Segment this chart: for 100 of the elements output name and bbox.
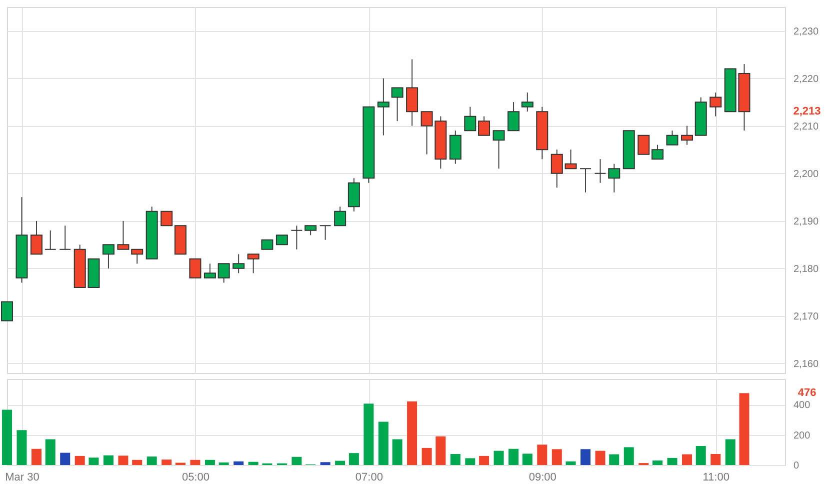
x-tick-label: 11:00 [702, 472, 730, 484]
candlestick [564, 149, 577, 170]
bar [364, 404, 374, 465]
bar [667, 458, 678, 465]
text: 2,213 [793, 106, 821, 118]
bar [725, 439, 736, 465]
y-tick-label: 2,180 [794, 264, 819, 275]
bar [508, 448, 519, 465]
candlestick [276, 234, 288, 246]
bar [522, 454, 532, 465]
y-tick-label: 2,220 [794, 74, 819, 85]
bar [682, 454, 692, 465]
text: 476 [798, 387, 816, 400]
candlestick [377, 78, 390, 136]
x-tick-label: Mar 30 [5, 472, 40, 484]
bar [609, 454, 620, 465]
bar [392, 439, 402, 465]
bar [292, 456, 302, 465]
bar [2, 410, 12, 465]
candlestick [406, 58, 418, 126]
bar [479, 456, 490, 465]
candlestick [59, 225, 72, 250]
bar [74, 456, 85, 465]
candlestick [290, 225, 303, 250]
candlestick [44, 230, 56, 250]
bar [422, 448, 432, 465]
candlestick [102, 244, 114, 269]
y-tick-label: 2,200 [794, 168, 819, 180]
bar [335, 460, 346, 465]
y-tick-label: 2,210 [794, 121, 819, 132]
candlestick [204, 263, 216, 278]
y-tick-label: 2,170 [794, 311, 819, 322]
bar [234, 461, 244, 465]
bar [204, 460, 215, 465]
bar [118, 456, 128, 465]
candlestick [478, 116, 490, 136]
x-tick-label: 05:00 [182, 472, 210, 484]
bar [465, 458, 476, 465]
candlestick [580, 168, 592, 193]
x-tick-label: 07:00 [355, 472, 383, 484]
candlestick [304, 225, 317, 236]
candlestick [218, 263, 230, 284]
bar [696, 446, 706, 465]
x-tick-label: 09:00 [528, 472, 556, 484]
candlestick [261, 239, 274, 250]
bar [739, 393, 750, 465]
candlestick [117, 220, 130, 250]
candlestick [666, 130, 678, 146]
candlestick [652, 144, 664, 160]
bar [566, 461, 576, 465]
candlestick [680, 125, 693, 146]
candlestick [1, 301, 13, 322]
y-tick-label: 2,160 [794, 358, 819, 370]
bar [537, 444, 548, 465]
bar [552, 449, 562, 465]
bar [710, 454, 721, 465]
bar [407, 401, 418, 465]
candlestick [131, 248, 144, 264]
candlestick [550, 149, 563, 188]
bar [146, 456, 157, 465]
bar [580, 449, 591, 465]
bar [16, 430, 27, 465]
bar [248, 462, 258, 465]
bar [320, 462, 330, 465]
candlestick [160, 210, 173, 226]
bar [103, 455, 114, 465]
bar [595, 450, 606, 465]
candlestick [247, 254, 260, 274]
bar [348, 453, 359, 465]
bar [436, 436, 446, 465]
y-tick-label: 200 [794, 430, 811, 442]
candlestick [232, 254, 245, 274]
candlestick [710, 92, 722, 117]
bar [60, 452, 70, 465]
candlestick [492, 130, 505, 170]
y-tick-label: 2,230 [794, 26, 819, 38]
bar [450, 454, 460, 465]
candlestick [348, 178, 360, 212]
candlestick [594, 158, 606, 184]
candlestick [608, 163, 620, 193]
candlestick [391, 87, 404, 122]
bar [494, 450, 504, 465]
candlestick [319, 225, 332, 240]
candlestick [30, 220, 42, 255]
candlestick [638, 134, 650, 155]
candlestick [449, 130, 462, 164]
y-tick-label: 400 [794, 400, 811, 412]
bar [378, 422, 388, 465]
y-tick-label: 2,190 [794, 216, 819, 228]
bar [624, 447, 634, 465]
candlestick [189, 258, 202, 278]
candlestick [464, 106, 476, 132]
bar [132, 460, 142, 465]
candlestick [508, 102, 520, 132]
candlestick [334, 206, 346, 226]
bar [652, 460, 662, 465]
candlestick [521, 92, 534, 112]
bar [31, 448, 42, 465]
bar [190, 460, 200, 465]
bar [45, 439, 56, 465]
